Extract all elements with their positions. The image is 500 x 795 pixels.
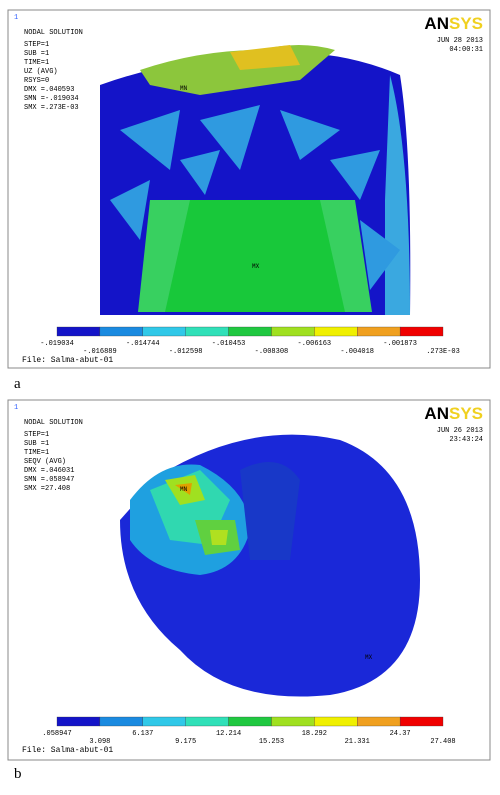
legend-label: 24.37 <box>390 730 411 738</box>
legend-label: .058947 <box>42 730 71 738</box>
logo: ANSYS <box>424 404 483 423</box>
legend-swatch <box>228 716 272 727</box>
solution-info: SMN =.058947 <box>24 476 74 484</box>
legend-swatch <box>99 326 143 337</box>
min-marker: MN <box>180 85 188 92</box>
model-b <box>120 434 420 697</box>
window-number: 1 <box>14 404 18 412</box>
panel-label: a <box>14 376 21 392</box>
legend-swatch <box>185 326 229 337</box>
legend-label: 21.331 <box>345 738 370 746</box>
legend-swatch <box>228 326 272 337</box>
legend-swatch <box>314 716 358 727</box>
legend-label: -.012598 <box>169 348 203 356</box>
legend-swatch <box>357 716 401 727</box>
solution-info: SUB =1 <box>24 440 49 448</box>
date: JUN 28 2013 <box>437 37 483 45</box>
legend-label: -.008308 <box>255 348 289 356</box>
solution-info: TIME=1 <box>24 59 49 67</box>
solution-info: STEP=1 <box>24 431 49 439</box>
legend-label: 27.408 <box>430 738 455 746</box>
legend-label: 12.214 <box>216 730 241 738</box>
solution-info: SUB =1 <box>24 50 49 58</box>
solution-info: UZ (AVG) <box>24 68 58 76</box>
legend-label: -.010453 <box>212 340 246 348</box>
file-name: File: Salma-abut-01 <box>22 356 113 365</box>
max-marker: MX <box>252 263 260 270</box>
legend-swatch <box>142 326 186 337</box>
solution-info: RSYS=0 <box>24 77 49 85</box>
legend-swatch <box>271 326 315 337</box>
solution-info: SMN =-.019034 <box>24 95 79 103</box>
panel-label: b <box>14 766 22 782</box>
max-marker: MX <box>365 654 373 661</box>
solution-info: STEP=1 <box>24 41 49 49</box>
time: 04:00:31 <box>449 46 483 54</box>
date: JUN 26 2013 <box>437 427 483 435</box>
window-number: 1 <box>14 14 18 22</box>
legend-swatch <box>399 716 444 727</box>
min-marker: MN <box>180 486 188 493</box>
legend-swatch <box>99 716 143 727</box>
solution-info: TIME=1 <box>24 449 49 457</box>
legend-label: -.006163 <box>298 340 332 348</box>
legend-label: -.001873 <box>383 340 417 348</box>
time: 23:43:24 <box>449 436 483 444</box>
legend-label: 6.137 <box>132 730 153 738</box>
legend-label: 9.175 <box>175 738 196 746</box>
legend-swatch <box>185 716 229 727</box>
file-name: File: Salma-abut-01 <box>22 746 113 755</box>
legend-swatch <box>56 716 101 727</box>
legend-label: -.016889 <box>83 348 117 356</box>
legend-label: -.014744 <box>126 340 160 348</box>
legend-label: 18.292 <box>302 730 327 738</box>
legend-label: 3.098 <box>89 738 110 746</box>
solution-info: SMX =27.408 <box>24 485 70 493</box>
legend-label: -.004018 <box>340 348 374 356</box>
legend-label: .273E-03 <box>426 348 460 356</box>
solution-title: NODAL SOLUTION <box>24 29 83 37</box>
legend-swatch <box>271 716 315 727</box>
solution-info: DMX =.046031 <box>24 467 74 475</box>
solution-info: DMX =.040593 <box>24 86 74 94</box>
logo: ANSYS <box>424 14 483 33</box>
legend-swatch <box>314 326 358 337</box>
legend-label: -.019034 <box>40 340 74 348</box>
solution-info: SEQV (AVG) <box>24 458 66 466</box>
legend-label: 15.253 <box>259 738 284 746</box>
solution-info: SMX =.273E-03 <box>24 104 79 112</box>
legend-swatch <box>142 716 186 727</box>
legend-swatch <box>357 326 401 337</box>
legend-swatch <box>399 326 444 337</box>
solution-title: NODAL SOLUTION <box>24 419 83 427</box>
model-a <box>100 45 411 315</box>
legend-swatch <box>56 326 101 337</box>
